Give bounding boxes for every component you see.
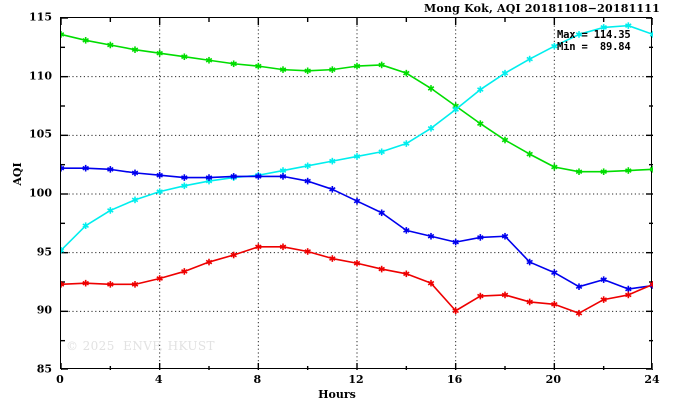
plot-area (60, 17, 653, 370)
series-cyan (61, 22, 653, 254)
annotation-min: Min = 89.84 (557, 41, 631, 53)
series-blue (61, 164, 653, 293)
y-tick-95: 95 (36, 245, 52, 259)
y-tick-105: 105 (29, 127, 52, 141)
y-axis-label: AQI (11, 162, 25, 186)
plot-canvas (61, 18, 653, 370)
x-tick-0: 0 (56, 373, 64, 386)
chart-title: Mong Kok, AQI 20181108−20181111 (424, 2, 660, 15)
x-tick-12: 12 (348, 373, 364, 386)
y-tick-85: 85 (36, 362, 52, 376)
x-axis-label: Hours (318, 388, 356, 401)
x-tick-16: 16 (447, 373, 463, 386)
watermark: © 2025 ENVF, HKUST (66, 339, 215, 353)
x-tick-24: 24 (644, 373, 660, 386)
x-tick-8: 8 (253, 373, 262, 386)
annotation-max: Max = 114.35 (557, 29, 631, 41)
x-tick-20: 20 (545, 373, 561, 386)
x-tick-4: 4 (154, 373, 163, 386)
y-tick-90: 90 (36, 303, 52, 317)
series-red (61, 243, 653, 317)
y-tick-110: 110 (29, 69, 52, 83)
y-tick-115: 115 (29, 10, 52, 24)
series-green (61, 31, 653, 176)
y-tick-100: 100 (29, 186, 52, 200)
